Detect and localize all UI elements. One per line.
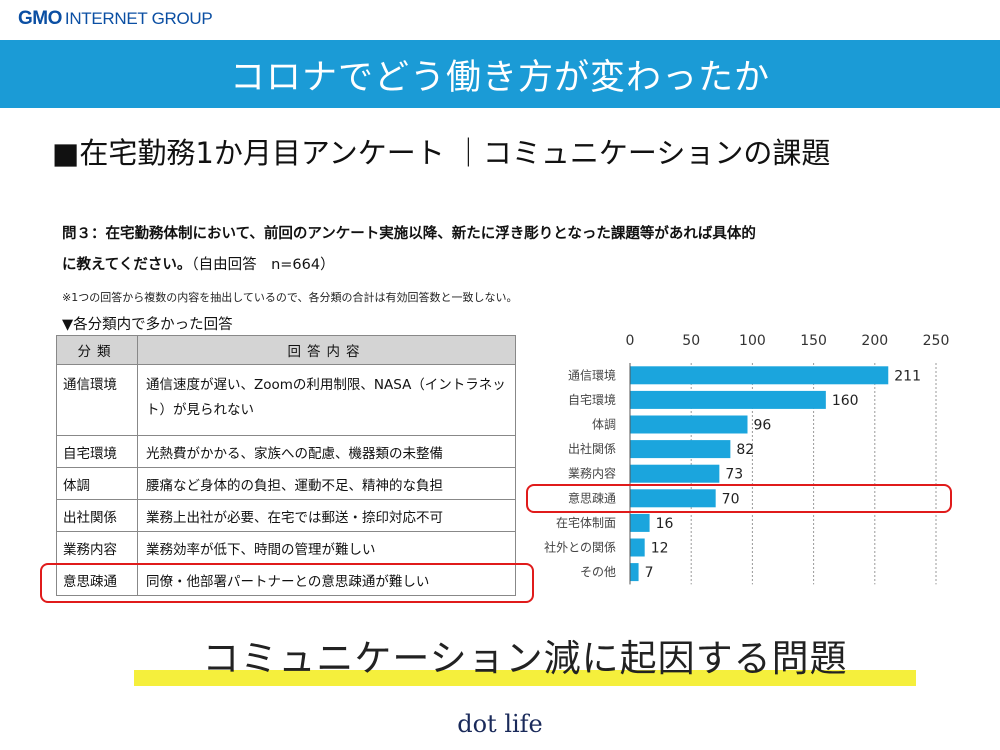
category-label: 出社関係 bbox=[568, 441, 616, 456]
table-cell-content: 通信速度が遅い、Zoomの利用制限、NASA（イントラネット）が見られない bbox=[137, 364, 516, 436]
value-label: 12 bbox=[651, 541, 669, 557]
table-row: 通信環境 通信速度が遅い、Zoomの利用制限、NASA（イントラネット）が見られ… bbox=[56, 364, 516, 436]
question-line-2: に教えてください。（自由回答 n=664） bbox=[62, 253, 335, 274]
category-label: 意思疎通 bbox=[568, 490, 616, 505]
bar bbox=[630, 563, 639, 582]
x-tick-label: 250 bbox=[923, 333, 950, 349]
bar bbox=[630, 440, 731, 459]
category-label: 在宅体制面 bbox=[556, 515, 616, 530]
value-label: 82 bbox=[736, 442, 754, 458]
slide-title: コロナでどう働き方が変わったか bbox=[229, 57, 770, 98]
title-banner: コロナでどう働き方が変わったか bbox=[0, 40, 1000, 108]
gmo-logo: GMO INTERNET GROUP bbox=[18, 8, 213, 30]
bar-chart: 0 50 100 150 200 250 通信環境 211 自宅環境 160 体調 96 出社関係 82 業… bbox=[544, 333, 950, 585]
table-cell-category: 業務内容 bbox=[56, 531, 138, 564]
table-cell-category: 出社関係 bbox=[56, 499, 138, 532]
table-row: 意思疎通 同僚・他部署パートナーとの意思疎通が難しい bbox=[56, 563, 516, 596]
bottom-message-wrap: コミュニケーション減に起因する問題 bbox=[134, 628, 916, 686]
yellow-highlight bbox=[134, 670, 916, 686]
table-cell-content: 同僚・他部署パートナーとの意思疎通が難しい bbox=[137, 563, 516, 596]
bar bbox=[630, 538, 645, 557]
bar bbox=[630, 489, 716, 508]
table-cell-content: 光熱費がかかる、家族への配慮、機器類の未整備 bbox=[137, 435, 516, 468]
category-label: 自宅環境 bbox=[568, 392, 616, 407]
bottom-message: コミュニケーション減に起因する問題 bbox=[202, 637, 848, 680]
value-label: 96 bbox=[754, 418, 772, 434]
category-label: 社外との関係 bbox=[544, 540, 616, 555]
question-line-2-bold: に教えてください。 bbox=[62, 257, 192, 273]
bar bbox=[630, 390, 826, 409]
category-label: その他 bbox=[580, 565, 616, 579]
x-tick-label: 0 bbox=[626, 333, 635, 349]
value-label: 160 bbox=[832, 393, 859, 409]
table-cell-category: 通信環境 bbox=[56, 364, 138, 436]
answers-table: 分類 回答内容 通信環境 通信速度が遅い、Zoomの利用制限、NASA（イントラ… bbox=[56, 335, 516, 596]
table-cell-content: 業務上出社が必要、在宅では郵送・捺印対応不可 bbox=[137, 499, 516, 532]
table-row: 体調 腰痛など身体的の負担、運動不足、精神的な負担 bbox=[56, 467, 516, 500]
table-header-content: 回答内容 bbox=[137, 335, 516, 365]
section-label: ▼各分類内で多かった回答 bbox=[62, 317, 233, 333]
table-cell-category: 自宅環境 bbox=[56, 435, 138, 468]
table-header-row: 分類 回答内容 bbox=[56, 335, 516, 365]
category-label: 業務内容 bbox=[568, 466, 616, 481]
table-cell-content: 腰痛など身体的の負担、運動不足、精神的な負担 bbox=[137, 467, 516, 500]
value-label: 211 bbox=[894, 368, 921, 384]
table-cell-category: 意思疎通 bbox=[56, 563, 138, 596]
footer-logo: dot life bbox=[457, 710, 543, 738]
slide-subtitle: ■在宅勤務1か月目アンケート ｜コミュニケーションの課題 bbox=[52, 136, 831, 170]
category-label: 体調 bbox=[592, 418, 616, 432]
table-cell-content: 業務効率が低下、時間の管理が難しい bbox=[137, 531, 516, 564]
bar bbox=[630, 415, 748, 434]
bar bbox=[630, 513, 650, 532]
bar bbox=[630, 464, 720, 483]
question-line-2-normal: （自由回答 n=664） bbox=[191, 257, 335, 273]
logo-mark: GMO bbox=[18, 8, 62, 29]
x-tick-label: 50 bbox=[682, 333, 700, 349]
logo-text: INTERNET GROUP bbox=[64, 9, 213, 28]
x-tick-label: 100 bbox=[739, 333, 766, 349]
table-row: 自宅環境 光熱費がかかる、家族への配慮、機器類の未整備 bbox=[56, 435, 516, 468]
table-header-category: 分類 bbox=[56, 335, 138, 365]
value-label: 7 bbox=[645, 565, 654, 581]
table-row: 業務内容 業務効率が低下、時間の管理が難しい bbox=[56, 531, 516, 564]
value-label: 70 bbox=[722, 491, 740, 507]
x-tick-label: 200 bbox=[861, 333, 888, 349]
question-note: ※1つの回答から複数の内容を抽出しているので、各分類の合計は有効回答数と一致しな… bbox=[62, 291, 518, 304]
bar bbox=[630, 366, 889, 385]
chart-highlight-box bbox=[526, 484, 952, 513]
table-row: 出社関係 業務上出社が必要、在宅では郵送・捺印対応不可 bbox=[56, 499, 516, 532]
x-tick-label: 150 bbox=[800, 333, 827, 349]
value-label: 16 bbox=[656, 516, 674, 532]
table-cell-category: 体調 bbox=[56, 467, 138, 500]
question-line-1: 問３：在宅勤務体制において、前回のアンケート実施以降、新たに浮き彫りとなった課題… bbox=[62, 226, 756, 242]
value-label: 73 bbox=[725, 467, 743, 483]
category-label: 通信環境 bbox=[568, 367, 616, 382]
table-highlight-box bbox=[40, 563, 534, 603]
